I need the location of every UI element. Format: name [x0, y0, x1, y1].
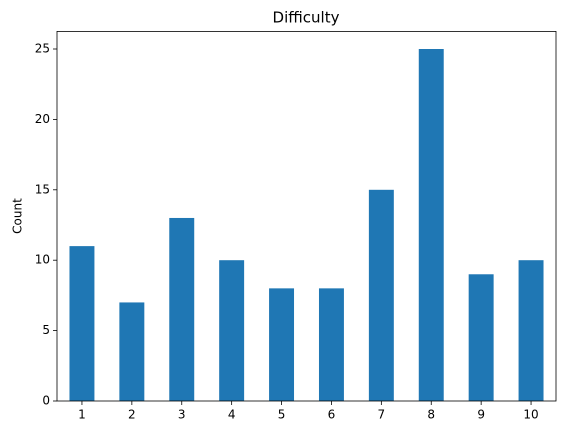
- bar: [69, 246, 95, 401]
- x-tick-label: 8: [427, 408, 435, 422]
- x-tick-label: 3: [178, 408, 186, 422]
- chart-title: Difficulty: [273, 9, 340, 27]
- bar: [119, 302, 145, 401]
- bar: [318, 288, 344, 401]
- y-tick-label: 20: [35, 112, 50, 126]
- bar: [368, 189, 394, 401]
- y-tick-label: 25: [35, 42, 50, 56]
- bar: [169, 217, 195, 401]
- x-tick-label: 4: [228, 408, 236, 422]
- y-tick-label: 0: [42, 394, 50, 408]
- x-tick-label: 1: [78, 408, 86, 422]
- x-tick-label: 2: [128, 408, 136, 422]
- y-tick-label: 15: [35, 182, 50, 196]
- x-tick-label: 10: [523, 408, 538, 422]
- x-tick-label: 6: [328, 408, 336, 422]
- axes-frame: [56, 30, 557, 402]
- bar: [518, 260, 544, 401]
- bar: [219, 260, 245, 401]
- bar: [269, 288, 295, 401]
- y-axis-label: Count: [11, 198, 25, 234]
- bar: [468, 274, 494, 401]
- bar: [418, 49, 444, 401]
- y-tick-label: 10: [35, 253, 50, 267]
- x-tick-label: 5: [278, 408, 286, 422]
- x-tick-label: 9: [477, 408, 485, 422]
- x-tick-label: 7: [378, 408, 386, 422]
- y-tick-label: 5: [42, 323, 50, 337]
